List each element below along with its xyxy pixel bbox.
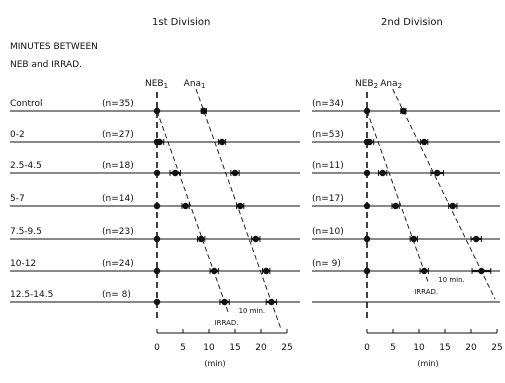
n-label: (n=24): [102, 259, 134, 269]
panel-1: 1st Division Control (n=35) 0-2 (n=27) 2.5-4.…: [10, 17, 300, 368]
x-tick-label: 15: [439, 343, 450, 353]
ana-point: [449, 202, 456, 210]
ana-point: [200, 107, 207, 115]
n-label: (n=14): [102, 194, 134, 204]
x-tick-label: 20: [465, 343, 477, 353]
neb-point: [363, 169, 371, 177]
x-tick-label: 0: [364, 343, 370, 353]
chart-title: 1st Division: [152, 17, 210, 28]
n-label: (n=53): [312, 130, 344, 140]
x-tick-label: 5: [180, 343, 186, 353]
row-label: 10-12: [10, 259, 36, 269]
neb-point: [153, 107, 161, 115]
ana-point: [421, 138, 428, 146]
n-label: (n=11): [312, 161, 344, 171]
x-tick-label: 25: [491, 343, 502, 353]
n-label: (n= 8): [102, 290, 131, 300]
n-label: (n=35): [102, 99, 134, 109]
n-label: (n=34): [312, 99, 344, 109]
neb-point: [363, 202, 371, 210]
x-tick-label: 20: [255, 343, 267, 353]
neb-point: [153, 235, 161, 243]
ana-point: [400, 107, 407, 115]
mid-point: [211, 267, 218, 275]
ana-dashed-line: [392, 88, 496, 300]
x-axis-label: (min): [417, 359, 438, 368]
mid-point: [156, 138, 163, 146]
neb-label: NEB1: [145, 79, 168, 90]
figure-header: MINUTES BETWEEN NEB and IRRAD.: [10, 42, 98, 70]
ana-label: Ana2: [380, 79, 402, 90]
ana-point: [268, 298, 275, 306]
ana-point: [434, 169, 441, 177]
ana-point: [263, 267, 270, 275]
x-tick-label: 10: [413, 343, 425, 353]
neb-point: [153, 298, 161, 306]
row-label: 0-2: [10, 130, 25, 140]
plot-layer: 1st Division Control (n=35) 0-2 (n=27) 2.5-4.…: [10, 17, 503, 368]
row-label: 2.5-4.5: [10, 161, 42, 171]
row-label: Control: [10, 99, 43, 109]
mid-point: [379, 169, 386, 177]
panel-2: 2nd Division (n=34) (n=53) (n=11) (n=17) (n=1…: [312, 17, 503, 368]
mid-point: [366, 138, 373, 146]
ana-dashed-line: [195, 88, 282, 331]
mid-point: [421, 267, 428, 275]
annotation-text-1: 10 min.: [239, 307, 266, 315]
n-label: (n=27): [102, 130, 134, 140]
row-label: 5-7: [10, 194, 25, 204]
x-tick-label: 5: [390, 343, 396, 353]
n-label: (n=17): [312, 194, 344, 204]
annotation-text-1: 10 min.: [438, 276, 465, 284]
neb-point: [363, 235, 371, 243]
row-label: 12.5-14.5: [10, 290, 53, 300]
neb-label: NEB2: [355, 79, 378, 90]
ana-point: [237, 202, 244, 210]
n-label: (n=23): [102, 227, 134, 237]
ana-point: [473, 235, 480, 243]
ana-label: Ana1: [184, 79, 206, 90]
x-tick-label: 15: [229, 343, 240, 353]
ana-point: [252, 235, 259, 243]
ana-point: [218, 138, 226, 146]
mid-point: [410, 235, 417, 243]
mid-point: [392, 202, 399, 210]
n-label: (n=10): [312, 227, 344, 237]
mid-dashed-line: [366, 110, 429, 284]
n-label: (n=18): [102, 161, 134, 171]
mid-point: [172, 169, 179, 177]
neb-point: [363, 267, 371, 275]
chart-title: 2nd Division: [381, 17, 443, 28]
header-line-1: MINUTES BETWEEN: [10, 42, 98, 52]
n-label: (n= 9): [312, 259, 341, 269]
neb-point: [153, 202, 161, 210]
x-tick-label: 10: [203, 343, 215, 353]
x-axis-label: (min): [204, 359, 225, 368]
neb-point: [153, 169, 161, 177]
mid-point: [198, 235, 205, 243]
mid-dashed-line: [156, 110, 230, 315]
annotation-text-2: IRRAD.: [414, 288, 438, 296]
row-label: 7.5-9.5: [10, 227, 42, 237]
header-line-2: NEB and IRRAD.: [10, 60, 82, 70]
x-tick-label: 25: [281, 343, 292, 353]
mid-point: [221, 298, 228, 306]
neb-point: [153, 267, 161, 275]
mid-point: [182, 202, 189, 210]
ana-point: [231, 169, 239, 177]
annotation-text-2: IRRAD.: [215, 319, 239, 327]
ana-point: [478, 267, 485, 275]
x-tick-label: 0: [154, 343, 160, 353]
neb-point: [363, 107, 371, 115]
